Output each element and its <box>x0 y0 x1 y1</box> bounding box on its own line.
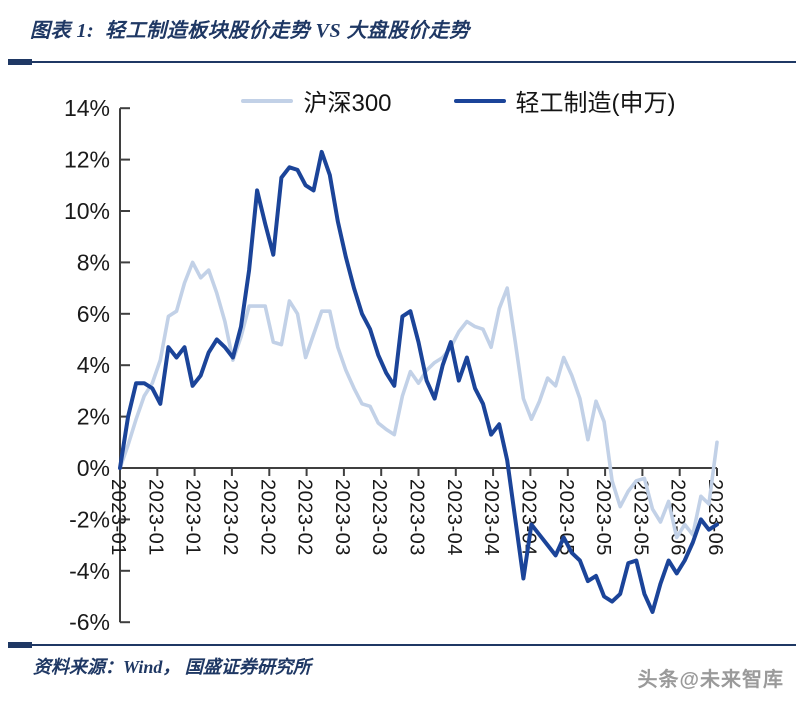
top-divider <box>8 59 796 65</box>
y-axis-label: 6% <box>77 301 110 327</box>
x-axis-label: 2023-03 <box>368 479 390 556</box>
csi300-line <box>118 260 719 540</box>
x-axis-label: 2023-01 <box>107 479 129 556</box>
light-industry-line-swatch <box>453 98 506 103</box>
light-industry-line <box>118 149 719 614</box>
x-axis-label: 2023-01 <box>182 479 204 556</box>
y-axis-label: 10% <box>64 198 110 224</box>
y-axis-label: -6% <box>69 609 110 635</box>
y-axis-label: -4% <box>69 558 110 584</box>
csi300-line-swatch <box>241 98 294 103</box>
y-axis-label: 12% <box>64 147 110 173</box>
chart-legend: 沪深300 轻工制造(申万) <box>120 83 757 118</box>
legend-item-light-industry: 轻工制造(申万) <box>453 83 676 118</box>
x-axis-label: 2023-03 <box>331 479 353 556</box>
x-axis-label: 2023-02 <box>294 479 316 556</box>
x-axis-label: 2023-01 <box>144 479 166 556</box>
y-axis-label: 0% <box>77 455 110 481</box>
bottom-divider-accent-block <box>8 642 32 648</box>
figure-title: 图表 1: 轻工制造板块股价走势 VS 大盘股价走势 <box>30 20 470 42</box>
x-axis-label: 2023-04 <box>480 479 502 556</box>
x-axis-label: 2023-02 <box>256 479 278 556</box>
x-axis-label: 2023-06 <box>704 479 726 556</box>
watermark-text: 头条@未来智库 <box>637 669 784 691</box>
x-axis-label: 2023-02 <box>219 479 241 556</box>
top-divider-accent-block <box>8 59 32 65</box>
legend-label-light-industry: 轻工制造(申万) <box>515 90 676 117</box>
y-axis-label: 2% <box>77 404 110 430</box>
x-axis-label: 2023-06 <box>667 479 689 556</box>
x-axis-label: 2023-05 <box>555 479 577 556</box>
x-axis-label: 2023-05 <box>592 479 614 556</box>
legend-item-csi300: 沪深300 <box>241 83 392 118</box>
x-axis-label: 2023-04 <box>517 479 539 556</box>
y-axis-label: 4% <box>77 352 110 378</box>
y-axis-label: 8% <box>77 249 110 275</box>
y-axis-label: -2% <box>69 506 110 532</box>
data-source-note: 资料来源：Wind， 国盛证券研究所 <box>33 657 311 677</box>
x-axis-label: 2023-03 <box>406 479 428 556</box>
x-axis-label: 2023-04 <box>443 479 465 556</box>
legend-label-csi300: 沪深300 <box>303 90 392 117</box>
stock-trend-line-chart: 14% 12% 10% 8% 6% 4% 2% 0% -2% -4% -6% 2023-01 2023-… <box>64 95 726 635</box>
y-axis-label: 14% <box>64 95 110 121</box>
x-axis-label: 2023-05 <box>629 479 651 556</box>
bottom-divider <box>8 642 796 648</box>
